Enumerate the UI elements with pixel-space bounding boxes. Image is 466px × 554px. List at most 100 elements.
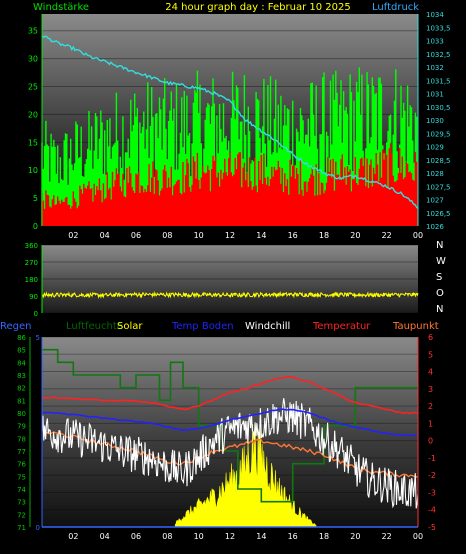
climate-x-tick-label: 22 xyxy=(382,532,392,541)
winddir-tick-label: 360 xyxy=(25,242,38,250)
winddir-tick-label: 90 xyxy=(29,293,38,301)
humidity-line xyxy=(42,348,418,503)
temperature-tick-label: -2 xyxy=(428,471,436,480)
humidity-tick-label: 85 xyxy=(17,347,26,355)
wind-tick-label: 25 xyxy=(28,83,38,92)
humidity-tick-label: 80 xyxy=(17,410,26,418)
pressure-axis-title: Luftdruck xyxy=(372,2,419,13)
legend-solar: Solar xyxy=(117,321,143,332)
wind-tick-label: 35 xyxy=(28,27,38,36)
pressure-tick-label: 1029 xyxy=(426,144,444,152)
climate-x-tick-label: 06 xyxy=(131,532,141,541)
climate-x-tick-label: 08 xyxy=(162,532,172,541)
wind-x-tick-label: 18 xyxy=(319,231,329,240)
wind-x-tick-label: 10 xyxy=(194,231,204,240)
temperature-tick-label: -3 xyxy=(428,488,436,497)
humidity-tick-label: 71 xyxy=(17,524,26,532)
wind-x-tick-label: 00 xyxy=(413,231,423,240)
climate-x-tick-label: 16 xyxy=(288,532,298,541)
pressure-tick-label: 1033,5 xyxy=(426,24,451,32)
chart-title: 24 hour graph day : Februar 10 2025 xyxy=(165,2,350,13)
wind-x-tick-label: 08 xyxy=(162,231,172,240)
wind-x-tick-label: 02 xyxy=(68,231,78,240)
humidity-tick-label: 73 xyxy=(17,499,26,507)
climate-x-tick-label: 00 xyxy=(413,532,423,541)
compass-label: N xyxy=(436,240,443,251)
wind-x-tick-label: 16 xyxy=(288,231,298,240)
temperature-tick-label: -4 xyxy=(428,506,436,515)
temperature-tick-label: 3 xyxy=(428,385,433,394)
winddir-tick-label: 0 xyxy=(34,310,38,318)
pressure-tick-label: 1033 xyxy=(426,38,444,46)
pressure-tick-label: 1029,5 xyxy=(426,130,451,138)
legend-taupunkt: Taupunkt xyxy=(392,321,439,332)
winddir-tick-label: 180 xyxy=(25,276,38,284)
pressure-line xyxy=(41,35,419,210)
climate-chart: -5-4-3-2-1012345671727374757677787980818… xyxy=(17,333,436,541)
pressure-tick-label: 1028 xyxy=(426,170,444,178)
humidity-tick-label: 79 xyxy=(17,423,26,431)
humidity-tick-label: 72 xyxy=(17,511,26,519)
wind-x-tick-label: 22 xyxy=(382,231,392,240)
humidity-tick-label: 82 xyxy=(17,385,26,393)
climate-x-tick-label: 18 xyxy=(319,532,329,541)
climate-x-tick-label: 10 xyxy=(194,532,204,541)
humidity-tick-label: 74 xyxy=(17,486,26,494)
compass-label: S xyxy=(436,272,442,283)
wind-x-tick-label: 20 xyxy=(350,231,360,240)
winddir-tick-label: 270 xyxy=(25,259,38,267)
legend-regen: Regen xyxy=(0,321,32,332)
wind-pressure-chart: Windstärke 24 hour graph day : Februar 1… xyxy=(28,2,451,240)
temperature-tick-label: 0 xyxy=(428,437,433,446)
wind-tick-label: 5 xyxy=(33,194,38,203)
wind-tick-label: 20 xyxy=(28,110,38,119)
humidity-tick-label: 86 xyxy=(17,334,26,342)
pressure-tick-label: 1032,5 xyxy=(426,51,451,59)
humidity-tick-label: 76 xyxy=(17,461,26,469)
humidity-tick-label: 81 xyxy=(17,397,26,405)
humidity-tick-label: 77 xyxy=(17,448,26,456)
wind-tick-label: 0 xyxy=(33,222,38,231)
temperature-tick-label: 4 xyxy=(428,368,433,377)
humidity-tick-label: 84 xyxy=(17,359,26,367)
climate-x-tick-label: 12 xyxy=(225,532,235,541)
rain-tick-label: 5 xyxy=(36,334,40,342)
pressure-tick-label: 1031 xyxy=(426,91,444,99)
pressure-tick-label: 1031,5 xyxy=(426,77,451,85)
legend-temperatur: Temperatur xyxy=(312,321,371,332)
wind-tick-label: 10 xyxy=(28,166,38,175)
pressure-tick-label: 1030,5 xyxy=(426,104,451,112)
climate-x-tick-label: 02 xyxy=(68,532,78,541)
compass-label: O xyxy=(436,288,444,299)
compass-label: N xyxy=(436,304,443,315)
winddir-line xyxy=(41,291,419,299)
humidity-tick-label: 75 xyxy=(17,473,26,481)
pressure-tick-label: 1026 xyxy=(426,223,444,231)
climate-legend: Regen Luftfeuchte Solar Temp Boden Windc… xyxy=(0,321,439,332)
temperature-tick-label: 5 xyxy=(428,350,433,359)
climate-x-tick-label: 20 xyxy=(350,532,360,541)
wind-x-tick-label: 04 xyxy=(100,231,110,240)
wind-tick-label: 30 xyxy=(28,55,38,64)
humidity-tick-label: 83 xyxy=(17,372,26,380)
rain-tick-label: 0 xyxy=(36,524,40,532)
pressure-tick-label: 1027 xyxy=(426,197,444,205)
compass-label: W xyxy=(436,256,446,267)
legend-luftfeuchte: Luftfeuchte xyxy=(66,321,123,332)
temperature-tick-label: -5 xyxy=(428,523,436,532)
wind-x-tick-label: 12 xyxy=(225,231,235,240)
legend-windchill: Windchill xyxy=(245,321,290,332)
pressure-tick-label: 1034 xyxy=(426,11,444,19)
temperature-tick-label: 1 xyxy=(428,419,433,428)
pressure-tick-label: 1027,5 xyxy=(426,183,451,191)
pressure-tick-label: 1030 xyxy=(426,117,444,125)
pressure-tick-label: 1026,5 xyxy=(426,210,451,218)
wind-x-tick-label: 14 xyxy=(256,231,266,240)
windchill-line xyxy=(41,398,419,509)
pressure-tick-label: 1028,5 xyxy=(426,157,451,165)
temperature-tick-label: 6 xyxy=(428,333,433,342)
temperature-tick-label: -1 xyxy=(428,454,436,463)
pressure-tick-label: 1032 xyxy=(426,64,444,72)
